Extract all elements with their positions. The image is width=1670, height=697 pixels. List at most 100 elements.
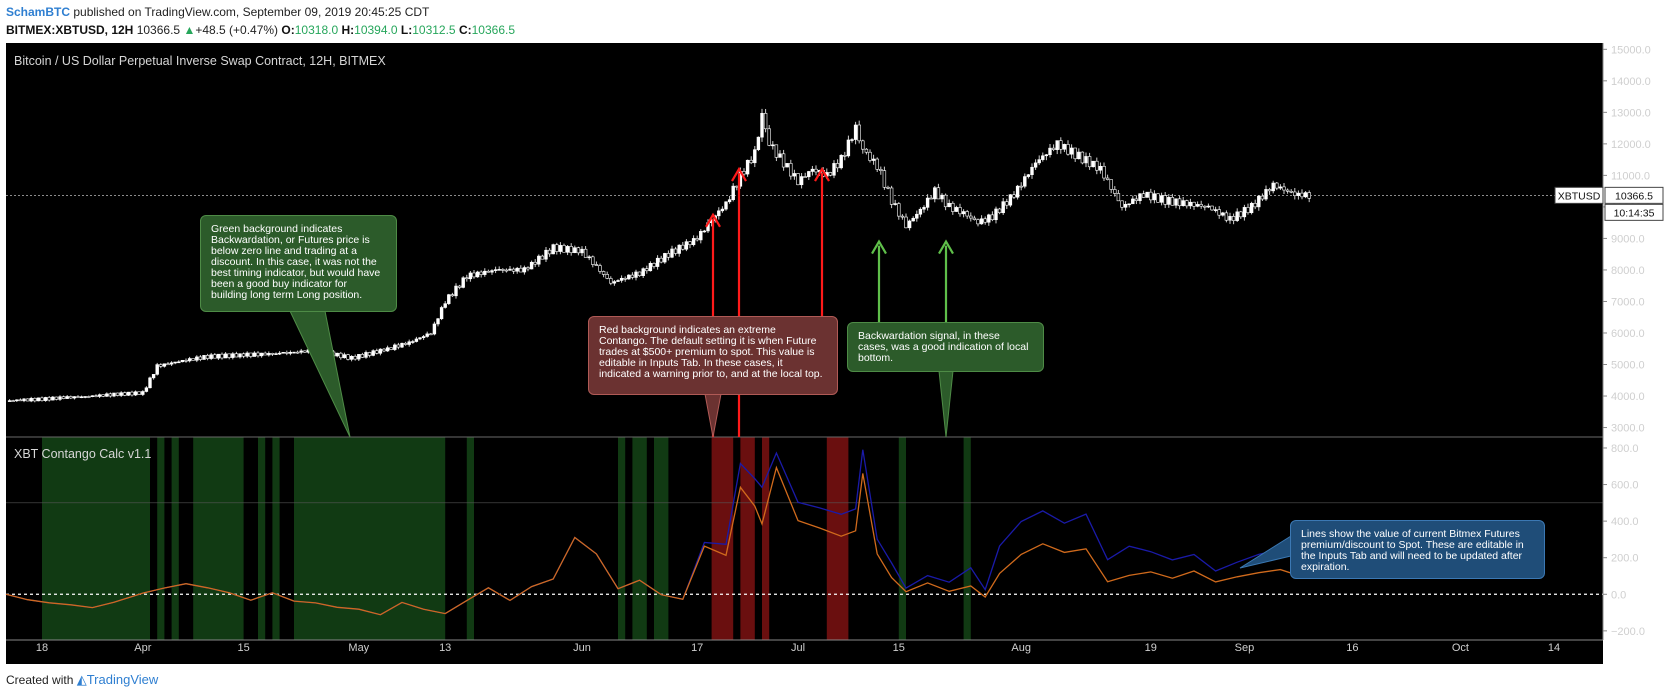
candle-body [61,396,66,399]
open-label: O: [281,23,295,37]
candle-body [29,398,33,402]
price-tick-label: 8000.0 [1611,265,1645,277]
publish-text: published on TradingView.com, September … [70,5,430,19]
price-change: +48.5 (+0.47%) [195,23,279,37]
candle-body [1080,151,1085,164]
tradingview-logo-icon: ◭ [76,672,87,687]
candle-body [274,353,278,355]
candle-body [580,248,584,254]
candle-body [1087,156,1092,168]
symbol-label: BITMEX:XBTUSD, 12H [6,23,134,37]
red-band-2 [762,437,770,640]
candle-body [65,396,69,399]
candle-body [1210,205,1214,211]
arrow-red-2-head [731,166,747,182]
candle-body [1066,144,1070,155]
candle-body [187,358,192,362]
candle-body [1033,162,1038,168]
candle-body [889,187,894,205]
candle-body [216,353,221,359]
publish-info: SchamBTC published on TradingView.com, S… [6,5,429,19]
price-tag-value: 10366.5 [1615,190,1653,202]
candle-body [511,268,516,272]
candle-body [673,248,678,254]
candle-body [209,354,213,359]
candle-body [177,361,181,364]
up-arrow-icon: ▲ [183,23,196,37]
candle-body [504,269,509,272]
callout-contango-red: Red background indicates an extreme Cont… [588,316,838,395]
candle-body [393,344,397,350]
candle-body [447,294,451,304]
candle-body [987,214,991,223]
candle-body [342,354,347,359]
candle-body [767,128,771,146]
candle-body [879,169,883,171]
candle-body [47,397,51,401]
candle-body [87,396,91,398]
candle-body [677,244,681,254]
price-tag-value-box [1604,186,1664,204]
candle-body [637,271,642,276]
candle-body [400,342,404,348]
green-band-2 [171,437,179,640]
footer: Created with ◭TradingView [6,672,158,688]
candle-body [853,124,858,140]
candle-body [1156,193,1160,203]
candle-body [364,352,368,358]
candle-body [137,391,141,395]
candle-body [756,136,761,150]
candle-body [965,211,969,217]
candle-body [367,352,372,356]
candle-body [1307,192,1311,199]
candle-body [223,353,228,359]
candle-body [601,271,606,275]
candle-body [378,348,383,354]
candle-body [375,350,379,354]
time-tick-label: 14 [1548,642,1560,654]
candle-body [918,208,923,215]
candle-body [699,231,703,241]
candle-body [630,274,635,278]
open-value: 10318.0 [294,23,339,37]
candle-body [990,214,995,221]
candle-body [58,396,62,400]
candle-body [1077,151,1081,160]
author-link[interactable]: SchamBTC [6,5,71,19]
candle-body [1152,193,1157,201]
candle-body [810,168,815,172]
candle-body [385,347,390,352]
candle-body [501,269,505,271]
candle-body [925,197,930,208]
price-tick-label: 11000.0 [1611,170,1650,182]
candle-body [789,163,793,177]
candle-body [537,255,541,265]
candle-body [882,170,887,188]
callout-bottom-text: Backwardation signal, in these cases, wa… [858,330,1029,364]
green-band-0 [42,437,150,640]
candle-body [270,353,275,355]
candle-body [555,244,559,252]
candle-body [947,202,951,208]
arrow-red-3-head [814,166,830,182]
candle-body [155,364,159,375]
callout-backwardation-bottom: Backwardation signal, in these cases, wa… [847,322,1044,372]
candle-body [724,201,728,210]
candle-body [871,158,876,161]
candle-body [1120,200,1124,208]
candle-body [961,211,966,215]
candle-body [1260,195,1265,200]
candle-body [133,391,138,396]
candle-body [695,238,699,241]
price-tick-label: 14000.0 [1611,76,1651,88]
candle-body [749,159,753,164]
candle-body [799,176,804,186]
candle-body [457,285,462,288]
symbol-info: BITMEX:XBTUSD, 12H 10366.5 ▲+48.5 (+0.47… [6,23,515,37]
candle-body [1141,193,1146,198]
candle-body [616,280,620,282]
candle-body [1055,140,1059,150]
candle-body [184,359,188,362]
candle-body [904,216,908,229]
tradingview-brand-link[interactable]: TradingView [86,672,159,687]
